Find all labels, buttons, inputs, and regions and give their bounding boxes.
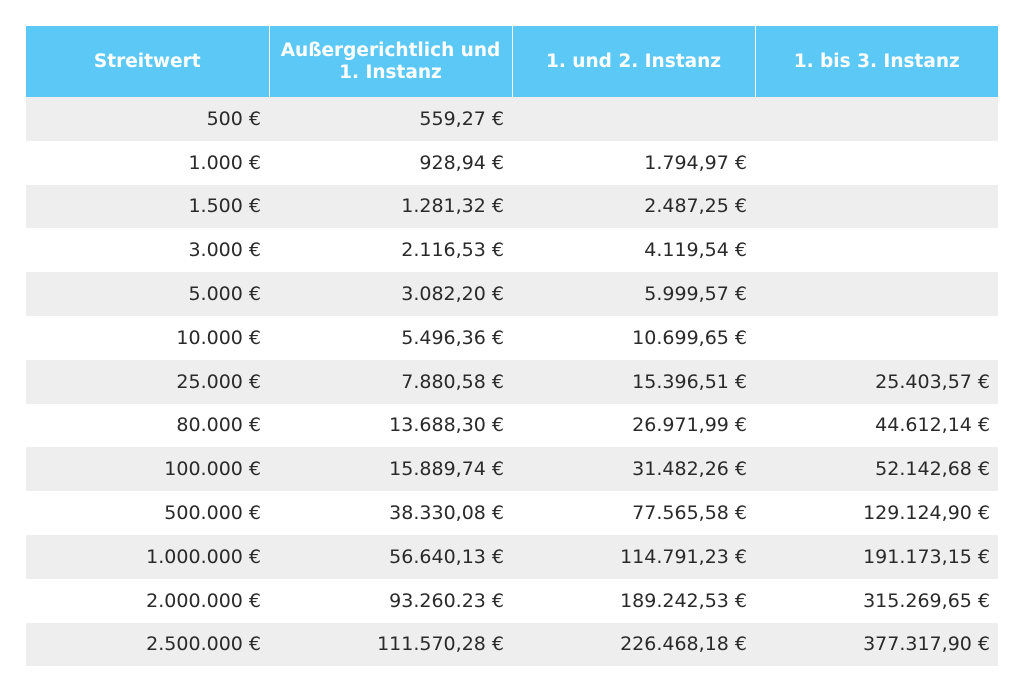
instanz-1-2-cell: 2.487,25 € <box>512 184 755 229</box>
instanz-1-2-cell: 114.791,23 € <box>512 534 755 579</box>
streitwert-cell: 2.500.000 € <box>26 622 269 667</box>
instanz-1-2-cell: 5.999,57 € <box>512 272 755 316</box>
instanz-1-2-cell: 1.794,97 € <box>512 140 755 185</box>
streitwert-cell: 3.000 € <box>26 228 269 273</box>
table-body: 500 €559,27 €1.000 €928,94 €1.794,97 €1.… <box>26 97 998 667</box>
instanz-1-2-cell: 189.242,53 € <box>512 578 755 623</box>
table-row: 5.000 €3.082,20 €5.999,57 € <box>26 272 998 316</box>
table-row: 1.500 €1.281,32 €2.487,25 € <box>26 184 998 229</box>
instanz-1-3-cell: 377.317,90 € <box>755 622 998 667</box>
streitwert-cell: 80.000 € <box>26 403 269 448</box>
streitwert-cell: 1.000 € <box>26 140 269 185</box>
table-row: 1.000 €928,94 €1.794,97 € <box>26 140 998 185</box>
aussergerichtlich-cell: 13.688,30 € <box>269 403 512 448</box>
cost-table-container: Streitwert Außergerichtlich und 1. Insta… <box>26 26 998 667</box>
aussergerichtlich-cell: 111.570,28 € <box>269 622 512 667</box>
aussergerichtlich-cell: 38.330,08 € <box>269 491 512 535</box>
table-row: 80.000 €13.688,30 €26.971,99 €44.612,14 … <box>26 403 998 448</box>
instanz-1-3-cell <box>755 315 998 360</box>
table-row: 10.000 €5.496,36 €10.699,65 € <box>26 315 998 360</box>
instanz-1-2-cell <box>512 97 755 141</box>
instanz-1-3-cell: 129.124,90 € <box>755 491 998 535</box>
streitwert-cell: 500 € <box>26 97 269 141</box>
table-row: 500.000 €38.330,08 €77.565,58 €129.124,9… <box>26 491 998 535</box>
instanz-1-3-cell: 315.269,65 € <box>755 578 998 623</box>
cost-table: Streitwert Außergerichtlich und 1. Insta… <box>26 26 998 667</box>
instanz-1-2-cell: 77.565,58 € <box>512 491 755 535</box>
instanz-1-3-cell <box>755 228 998 273</box>
table-row: 500 €559,27 € <box>26 97 998 141</box>
aussergerichtlich-cell: 56.640,13 € <box>269 534 512 579</box>
header-1-bis-3-instanz: 1. bis 3. Instanz <box>755 26 998 97</box>
header-1-und-2-instanz: 1. und 2. Instanz <box>512 26 756 97</box>
streitwert-cell: 1.000.000 € <box>26 534 269 579</box>
instanz-1-3-cell: 44.612,14 € <box>755 403 998 448</box>
streitwert-cell: 500.000 € <box>26 491 269 535</box>
aussergerichtlich-cell: 2.116,53 € <box>269 228 512 273</box>
header-aussergerichtlich: Außergerichtlich und 1. Instanz <box>269 26 513 97</box>
instanz-1-2-cell: 4.119,54 € <box>512 228 755 273</box>
instanz-1-2-cell: 26.971,99 € <box>512 403 755 448</box>
instanz-1-3-cell: 52.142,68 € <box>755 447 998 492</box>
instanz-1-2-cell: 226.468,18 € <box>512 622 755 667</box>
header-row: Streitwert Außergerichtlich und 1. Insta… <box>26 26 998 97</box>
aussergerichtlich-cell: 559,27 € <box>269 97 512 141</box>
aussergerichtlich-cell: 5.496,36 € <box>269 315 512 360</box>
instanz-1-3-cell <box>755 184 998 229</box>
header-streitwert: Streitwert <box>26 26 270 97</box>
aussergerichtlich-cell: 15.889,74 € <box>269 447 512 492</box>
instanz-1-2-cell: 31.482,26 € <box>512 447 755 492</box>
instanz-1-3-cell: 25.403,57 € <box>755 359 998 404</box>
table-row: 1.000.000 €56.640,13 €114.791,23 €191.17… <box>26 534 998 579</box>
aussergerichtlich-cell: 93.260.23 € <box>269 578 512 623</box>
aussergerichtlich-cell: 928,94 € <box>269 140 512 185</box>
table-header: Streitwert Außergerichtlich und 1. Insta… <box>26 26 998 97</box>
instanz-1-3-cell <box>755 272 998 316</box>
instanz-1-3-cell <box>755 97 998 141</box>
streitwert-cell: 5.000 € <box>26 272 269 316</box>
aussergerichtlich-cell: 3.082,20 € <box>269 272 512 316</box>
table-row: 3.000 €2.116,53 €4.119,54 € <box>26 228 998 273</box>
streitwert-cell: 25.000 € <box>26 359 269 404</box>
streitwert-cell: 2.000.000 € <box>26 578 269 623</box>
table-row: 25.000 €7.880,58 €15.396,51 €25.403,57 € <box>26 359 998 404</box>
instanz-1-3-cell <box>755 140 998 185</box>
table-row: 2.000.000 €93.260.23 €189.242,53 €315.26… <box>26 578 998 623</box>
instanz-1-3-cell: 191.173,15 € <box>755 534 998 579</box>
streitwert-cell: 1.500 € <box>26 184 269 229</box>
table-row: 100.000 €15.889,74 €31.482,26 €52.142,68… <box>26 447 998 492</box>
streitwert-cell: 100.000 € <box>26 447 269 492</box>
instanz-1-2-cell: 10.699,65 € <box>512 315 755 360</box>
table-row: 2.500.000 €111.570,28 €226.468,18 €377.3… <box>26 622 998 667</box>
streitwert-cell: 10.000 € <box>26 315 269 360</box>
aussergerichtlich-cell: 7.880,58 € <box>269 359 512 404</box>
instanz-1-2-cell: 15.396,51 € <box>512 359 755 404</box>
aussergerichtlich-cell: 1.281,32 € <box>269 184 512 229</box>
